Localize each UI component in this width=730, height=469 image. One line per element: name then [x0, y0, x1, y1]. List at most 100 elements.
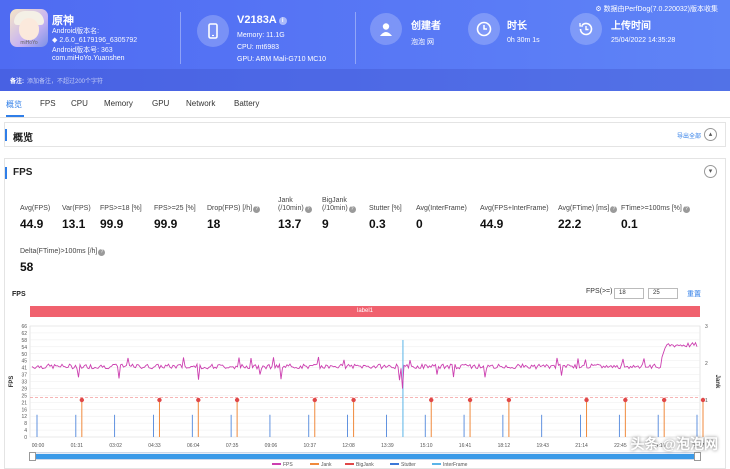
y-tick-label: 16 [21, 407, 27, 413]
fps-stat-label: FTime>=100ms [%]? [621, 205, 690, 213]
fps-chart-label: FPS [12, 291, 26, 298]
y-tick-label: 29 [21, 386, 27, 392]
help-icon[interactable]: ? [304, 206, 312, 213]
fps-stat: FPS>=25 [%] 99.9 [154, 205, 196, 231]
x-tick-label: 06:04 [187, 443, 200, 449]
bigjank-marker [700, 397, 706, 403]
y-tick-label: 54 [21, 345, 27, 351]
tab-fps[interactable]: FPS [40, 99, 56, 108]
fps-stat-value: 99.9 [100, 217, 124, 231]
y-tick-label: 45 [21, 359, 27, 365]
fps-stat-label: Delta(FTime)>100ms [/h]? [20, 248, 106, 256]
y-tick-label: 33 [21, 380, 27, 386]
export-all-link[interactable]: 导出全部 [676, 134, 701, 140]
x-tick-label: 16:41 [459, 443, 472, 449]
legend-swatch [310, 463, 319, 465]
x-tick-label: 21:14 [575, 443, 588, 449]
reset-button[interactable]: 重置 [687, 291, 701, 298]
fps-stat: FTime>=100ms [%]? 0.1 [621, 205, 690, 231]
y-tick-label: 50 [21, 352, 27, 358]
fps-stat-value: 0.3 [369, 217, 386, 231]
x-tick-label: 03:02 [109, 443, 122, 449]
fps-stat: Jank (/10min)? 13.7 [278, 197, 312, 231]
y-tick-label: 0 [24, 435, 27, 441]
x-tick-label: 07:35 [226, 443, 239, 449]
help-icon[interactable]: ? [253, 206, 261, 213]
legend-item[interactable]: BigJank [345, 462, 374, 468]
help-icon[interactable]: ? [682, 206, 690, 213]
fps-threshold-label: FPS(>=) [586, 288, 613, 295]
legend-swatch [432, 463, 441, 465]
bigjank-marker [623, 397, 628, 403]
fps-stat-value: 22.2 [558, 217, 582, 231]
bigjank-marker [661, 397, 667, 403]
x-tick-label: 22:45 [614, 443, 627, 449]
legend-item[interactable]: Stutter [390, 462, 416, 468]
x-tick-label: 01:31 [71, 443, 84, 449]
fps-series-line [31, 341, 698, 389]
help-icon[interactable]: ? [610, 206, 618, 213]
x-tick-label: 24:16 [653, 443, 666, 449]
tab-memory[interactable]: Memory [104, 99, 133, 108]
fps-stat: FPS>=18 [%] 99.9 [100, 205, 142, 231]
slider-handle-start[interactable] [29, 452, 36, 461]
device-cpu: CPU: mt6983 [237, 44, 280, 51]
tab-overview[interactable]: 概览 [6, 100, 22, 109]
fps-threshold-input-1[interactable]: 18 [614, 288, 644, 299]
collapse-icon[interactable]: ▴ [704, 128, 717, 141]
bigjank-marker [234, 397, 240, 403]
fps-stat: Avg(InterFrame) 0 [416, 205, 467, 231]
report-header: miHoYo 原神 Android版本名: ◆ 2.6.0_6179196_63… [0, 0, 730, 91]
y-tick-label: 21 [21, 400, 27, 406]
header-divider [180, 12, 181, 64]
time-range-slider[interactable] [29, 452, 701, 461]
fps-stat-value: 13.1 [62, 217, 86, 231]
legend-item[interactable]: InterFrame [432, 462, 467, 468]
legend-swatch [345, 463, 354, 465]
help-icon[interactable]: ? [348, 206, 356, 213]
fps-threshold-input-2[interactable]: 25 [648, 288, 678, 299]
creator-value: 泡泡 网 [411, 39, 434, 46]
device-gpu: GPU: ARM Mali-G710 MC10 [237, 56, 327, 63]
note-bar[interactable]: 备注: 添加备注，不超过200个字符 [0, 69, 730, 91]
expand-icon[interactable]: ▾ [704, 165, 717, 178]
fps-stat-value: 18 [207, 217, 221, 231]
tab-battery[interactable]: Battery [234, 99, 260, 108]
fps-section-title: FPS [13, 167, 33, 178]
creator-label: 创建者 [411, 21, 441, 32]
legend-item[interactable]: Jank [310, 462, 332, 468]
slider-handle-end[interactable] [694, 452, 701, 461]
fps-stat: Stutter [%] 0.3 [369, 205, 402, 231]
note-input[interactable]: 添加备注，不超过200个字符 [27, 79, 104, 85]
fps-stat-label: Avg(InterFrame) [416, 205, 467, 212]
info-icon[interactable]: i [278, 17, 287, 25]
fps-stat-label: FPS>=25 [%] [154, 205, 196, 212]
tab-cpu[interactable]: CPU [71, 99, 88, 108]
app-name: 原神 [52, 15, 74, 27]
app-package: com.miHoYo.Yuanshen [52, 55, 125, 62]
y2-axis-label: Jank [714, 375, 720, 389]
x-tick-label: 13:39 [381, 443, 394, 449]
y-tick-label: 58 [21, 338, 27, 344]
bigjank-marker [157, 397, 162, 403]
fps-stat: Avg(FPS+InterFrame) 44.9 [480, 205, 549, 231]
fps-stat-label: Avg(FPS) [20, 205, 51, 212]
label-bar[interactable]: label1 [30, 306, 700, 317]
fps-stat: Var(FPS) 13.1 [62, 205, 91, 231]
x-tick-label: 00:00 [32, 443, 45, 449]
fps-stat-value: 44.9 [20, 217, 44, 231]
overview-section: 概览 导出全部 ▴ [4, 122, 726, 147]
history-icon [570, 13, 602, 45]
y-tick-label: 62 [21, 331, 27, 337]
y-axis-label: FPS [9, 376, 15, 388]
y-tick-label: 12 [21, 414, 27, 420]
tab-gpu[interactable]: GPU [152, 99, 170, 108]
header-divider [355, 12, 356, 64]
fps-stat: BigJank (/10min)? 9 [322, 197, 356, 231]
fps-stat-label: Var(FPS) [62, 205, 91, 212]
help-icon[interactable]: ? [98, 249, 106, 256]
tab-network[interactable]: Network [186, 99, 216, 108]
fps-stat-value: 0.1 [621, 217, 638, 231]
legend-item[interactable]: FPS [272, 462, 293, 468]
clock-icon [468, 13, 500, 45]
